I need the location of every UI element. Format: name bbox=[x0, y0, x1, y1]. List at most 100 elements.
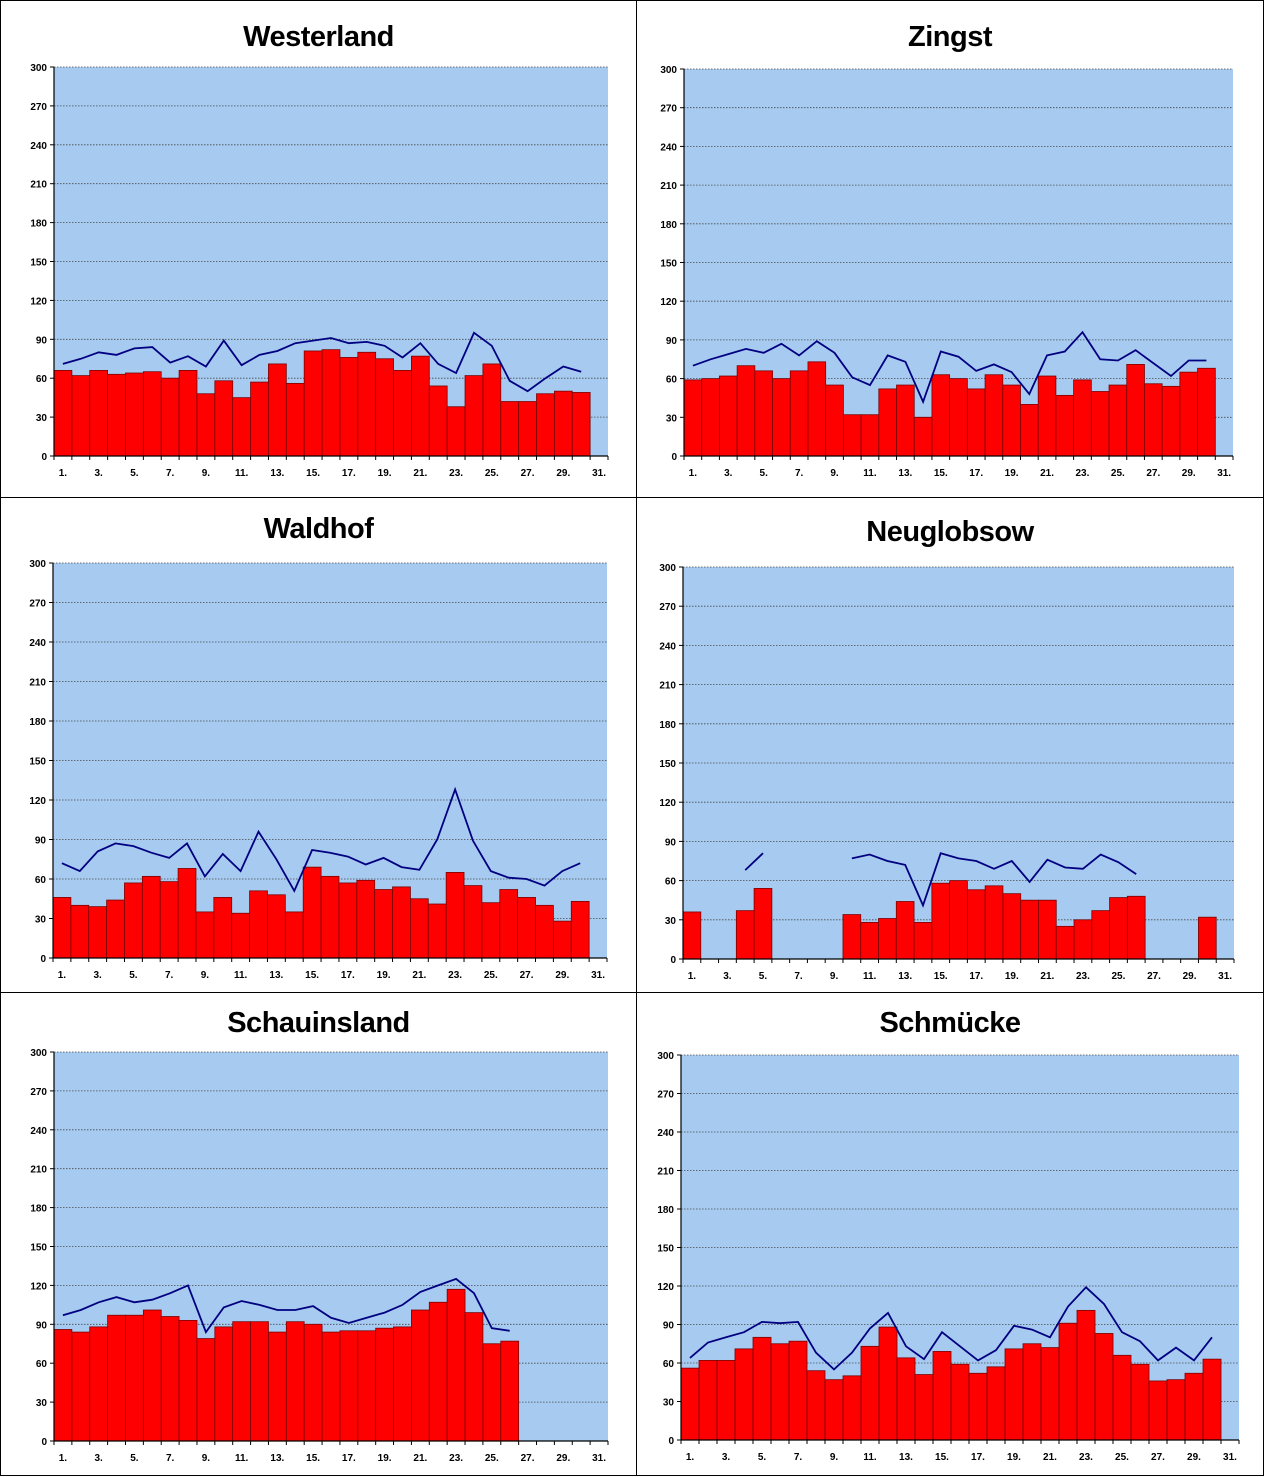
bar bbox=[860, 922, 879, 960]
bar bbox=[1202, 1358, 1222, 1441]
y-tick-label: 180 bbox=[30, 1204, 47, 1215]
bar bbox=[53, 370, 73, 457]
x-tick-label: 1. bbox=[58, 970, 67, 981]
bar bbox=[1055, 394, 1075, 457]
bar bbox=[949, 378, 968, 457]
bar bbox=[303, 1323, 323, 1442]
x-tick-label: 7. bbox=[794, 1452, 803, 1463]
bar bbox=[375, 358, 394, 457]
y-tick-label: 60 bbox=[36, 1359, 48, 1370]
y-tick-label: 210 bbox=[659, 681, 676, 692]
x-tick-label: 25. bbox=[485, 1453, 499, 1464]
x-tick-label: 5. bbox=[759, 971, 768, 982]
bar bbox=[142, 371, 162, 457]
bar bbox=[860, 414, 880, 457]
x-tick-label: 11. bbox=[235, 468, 249, 479]
x-tick-label: 9. bbox=[202, 468, 211, 479]
y-tick-label: 0 bbox=[671, 452, 677, 463]
bar bbox=[896, 384, 915, 457]
y-tick-label: 30 bbox=[36, 1398, 48, 1409]
bar bbox=[195, 911, 215, 959]
bar bbox=[375, 1327, 394, 1442]
x-tick-label: 9. bbox=[830, 1452, 839, 1463]
x-tick-label: 11. bbox=[235, 1453, 249, 1464]
bar bbox=[284, 911, 304, 959]
x-tick-label: 1. bbox=[59, 468, 68, 479]
y-tick-label: 180 bbox=[29, 717, 46, 728]
y-tick-label: 270 bbox=[29, 599, 46, 610]
bar bbox=[213, 897, 233, 959]
y-tick-label: 60 bbox=[665, 877, 677, 888]
x-tick-label: 19. bbox=[377, 970, 391, 981]
chart-title: Zingst bbox=[908, 21, 993, 53]
bar bbox=[842, 1375, 862, 1441]
x-tick-label: 23. bbox=[449, 468, 463, 479]
bar bbox=[949, 880, 968, 960]
y-tick-label: 90 bbox=[35, 836, 47, 847]
x-tick-label: 21. bbox=[1040, 468, 1054, 479]
x-tick-label: 21. bbox=[413, 1453, 427, 1464]
y-tick-label: 90 bbox=[663, 1321, 675, 1332]
bar bbox=[772, 378, 791, 457]
bar bbox=[1055, 925, 1075, 960]
bar bbox=[1198, 916, 1217, 960]
y-tick-label: 0 bbox=[41, 452, 47, 463]
x-tick-label: 15. bbox=[935, 1452, 949, 1463]
x-tick-label: 5. bbox=[130, 468, 139, 479]
x-tick-label: 11. bbox=[863, 468, 877, 479]
bar bbox=[966, 889, 986, 960]
bar bbox=[410, 898, 429, 959]
y-tick-label: 300 bbox=[29, 559, 46, 570]
y-tick-label: 120 bbox=[659, 798, 676, 809]
x-tick-label: 23. bbox=[1079, 1452, 1093, 1463]
bar bbox=[285, 382, 305, 457]
y-tick-label: 60 bbox=[36, 374, 48, 385]
x-tick-label: 29. bbox=[1187, 1452, 1201, 1463]
x-tick-label: 3. bbox=[723, 971, 732, 982]
bar bbox=[966, 388, 986, 457]
x-tick-label: 25. bbox=[485, 468, 499, 479]
bar bbox=[232, 1321, 251, 1442]
x-tick-label: 13. bbox=[898, 468, 912, 479]
y-tick-label: 180 bbox=[30, 219, 47, 230]
x-tick-label: 7. bbox=[165, 970, 174, 981]
bar bbox=[393, 370, 412, 457]
bar bbox=[232, 397, 251, 457]
x-tick-label: 31. bbox=[592, 468, 606, 479]
x-tick-label: 11. bbox=[863, 971, 877, 982]
bar bbox=[214, 1326, 234, 1442]
x-tick-label: 13. bbox=[898, 971, 912, 982]
x-tick-label: 19. bbox=[1005, 468, 1019, 479]
bar bbox=[535, 904, 554, 959]
bar bbox=[788, 1340, 808, 1441]
y-tick-label: 240 bbox=[29, 638, 46, 649]
x-tick-label: 5. bbox=[760, 468, 769, 479]
y-tick-label: 60 bbox=[35, 875, 47, 886]
y-tick-label: 180 bbox=[660, 220, 677, 231]
x-tick-label: 27. bbox=[1147, 971, 1161, 982]
bar bbox=[878, 918, 897, 960]
x-tick-label: 27. bbox=[521, 468, 535, 479]
x-tick-label: 9. bbox=[830, 971, 839, 982]
bar bbox=[736, 365, 756, 457]
x-tick-label: 27. bbox=[520, 970, 534, 981]
bar bbox=[107, 373, 126, 457]
x-tick-label: 15. bbox=[306, 468, 320, 479]
chart-title: Schmücke bbox=[879, 1007, 1021, 1039]
bar bbox=[106, 899, 125, 959]
x-tick-label: 17. bbox=[971, 1452, 985, 1463]
bar bbox=[698, 1360, 718, 1441]
bar bbox=[932, 1351, 952, 1441]
y-tick-label: 300 bbox=[660, 65, 677, 76]
bar bbox=[321, 1331, 341, 1442]
bar bbox=[1090, 391, 1110, 457]
x-tick-label: 29. bbox=[555, 970, 569, 981]
bar bbox=[1038, 899, 1057, 960]
bar bbox=[914, 1374, 934, 1441]
bar bbox=[357, 351, 377, 457]
bar bbox=[1094, 1333, 1114, 1441]
bar bbox=[481, 902, 501, 959]
chart-neuglobsow: 0 30 60 90 120 150 180 210 240 270 300 1. 3. 5. 7. 9. 11… bbox=[659, 563, 1235, 982]
bar bbox=[1076, 1309, 1096, 1441]
